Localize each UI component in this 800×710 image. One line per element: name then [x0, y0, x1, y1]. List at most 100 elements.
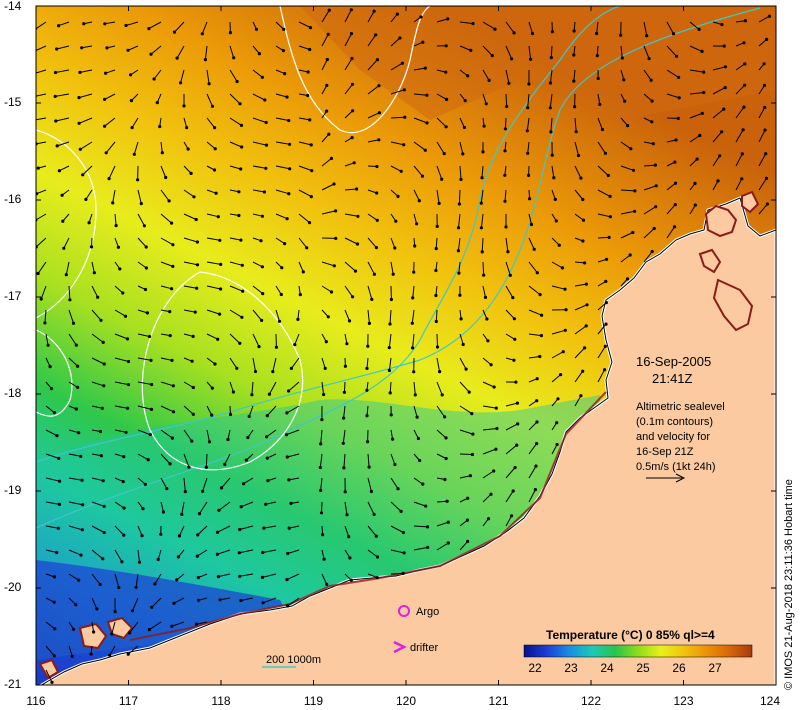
velocity-arrow-head: [416, 436, 420, 441]
velocity-arrow-head: [426, 545, 430, 550]
velocity-arrow-head: [319, 511, 324, 515]
velocity-arrow: [551, 165, 555, 178]
velocity-arrow: [411, 309, 415, 324]
velocity-arrow: [367, 237, 377, 248]
velocity-arrow-head: [349, 8, 353, 12]
velocity-arrow-head: [486, 339, 490, 343]
velocity-arrow-head: [440, 393, 444, 397]
velocity-arrow: [36, 69, 47, 74]
velocity-arrow-head: [101, 557, 105, 561]
velocity-arrow-head: [351, 295, 355, 299]
reef-outline-sw: [38, 616, 134, 680]
velocity-arrow: [68, 453, 81, 457]
velocity-arrow: [206, 429, 210, 442]
velocity-arrow: [574, 165, 582, 179]
velocity-arrow: [160, 213, 172, 224]
velocity-arrow-head: [71, 627, 76, 631]
velocity-arrow-head: [81, 173, 85, 177]
velocity-arrow-head: [490, 54, 494, 58]
velocity-arrow: [758, 85, 765, 95]
velocity-arrow: [321, 381, 325, 395]
velocity-arrow: [459, 453, 473, 455]
velocity-arrow-head: [121, 480, 125, 484]
velocity-arrow-head: [572, 29, 576, 33]
velocity-arrow-head: [507, 81, 511, 85]
velocity-arrow: [137, 237, 147, 248]
velocity-arrow: [574, 347, 585, 359]
velocity-arrow: [183, 285, 197, 289]
velocity-arrow: [45, 405, 55, 413]
velocity-arrow: [229, 381, 234, 393]
velocity-arrow: [735, 63, 746, 71]
velocity-arrow-head: [720, 130, 724, 134]
velocity-arrow-head: [516, 422, 520, 426]
velocity-arrow-head: [438, 370, 442, 374]
velocity-arrow-head: [535, 377, 539, 381]
velocity-arrow-head: [538, 293, 542, 297]
velocity-arrow-head: [329, 156, 334, 160]
velocity-arrow: [206, 333, 218, 340]
velocity-arrow: [114, 381, 129, 386]
velocity-arrow-head: [480, 176, 484, 180]
velocity-arrow-head: [484, 102, 488, 106]
velocity-arrow: [367, 112, 380, 119]
velocity-arrow: [344, 58, 353, 71]
velocity-arrow-head: [492, 469, 496, 473]
velocity-arrow-head: [445, 97, 449, 101]
velocity-arrow-head: [110, 632, 114, 636]
altimetry-note-line: Altimetric sealevel: [636, 401, 725, 413]
velocity-arrow: [321, 285, 332, 293]
velocity-arrow: [666, 204, 676, 215]
velocity-arrow: [436, 93, 447, 100]
velocity-arrow-head: [52, 654, 56, 658]
bathy-legend-label: 200 1000m: [266, 654, 321, 666]
velocity-arrow: [206, 261, 221, 265]
velocity-arrow-head: [549, 56, 553, 60]
velocity-arrow: [321, 210, 336, 215]
velocity-arrow: [241, 501, 254, 508]
velocity-arrow-head: [765, 202, 770, 206]
velocity-arrow: [114, 429, 127, 433]
velocity-arrow: [252, 213, 263, 217]
velocity-arrow: [275, 237, 285, 245]
velocity-arrow-head: [435, 224, 439, 228]
velocity-arrow-head: [459, 177, 463, 181]
velocity-arrow-head: [33, 118, 36, 121]
velocity-arrow-head: [108, 653, 112, 657]
velocity-arrow-head: [191, 334, 195, 338]
velocity-arrow: [389, 381, 392, 393]
velocity-arrow-head: [123, 314, 128, 318]
velocity-arrow: [252, 69, 263, 78]
velocity-arrow-head: [391, 437, 395, 441]
velocity-arrow-head: [722, 44, 726, 48]
velocity-arrow-head: [57, 169, 62, 173]
velocity-arrow-head: [57, 24, 61, 28]
velocity-arrow: [344, 237, 358, 245]
velocity-arrow-head: [195, 263, 200, 267]
velocity-arrow: [436, 357, 441, 372]
velocity-arrow: [528, 213, 532, 225]
velocity-arrow: [388, 357, 392, 371]
velocity-arrow: [505, 515, 513, 527]
velocity-arrow-head: [210, 413, 214, 417]
velocity-arrow: [45, 669, 53, 683]
velocity-arrow: [204, 45, 208, 60]
velocity-arrow: [413, 165, 423, 177]
velocity-arrow: [389, 309, 392, 325]
velocity-arrow-head: [259, 239, 263, 243]
velocity-arrow: [321, 34, 329, 47]
velocity-arrow: [91, 597, 98, 610]
velocity-arrow: [229, 309, 243, 318]
velocity-arrow-head: [334, 209, 338, 213]
velocity-arrow-head: [437, 201, 441, 205]
velocity-arrow: [206, 285, 221, 290]
velocity-arrow: [135, 573, 139, 588]
velocity-arrow-head: [572, 53, 576, 57]
velocity-arrow-head: [306, 70, 310, 74]
velocity-arrow: [620, 210, 635, 215]
velocity-arrow-head: [442, 152, 446, 156]
velocity-arrow-head: [156, 557, 160, 562]
velocity-arrow: [68, 501, 83, 506]
velocity-arrow: [290, 357, 300, 369]
velocity-arrow: [344, 83, 353, 95]
